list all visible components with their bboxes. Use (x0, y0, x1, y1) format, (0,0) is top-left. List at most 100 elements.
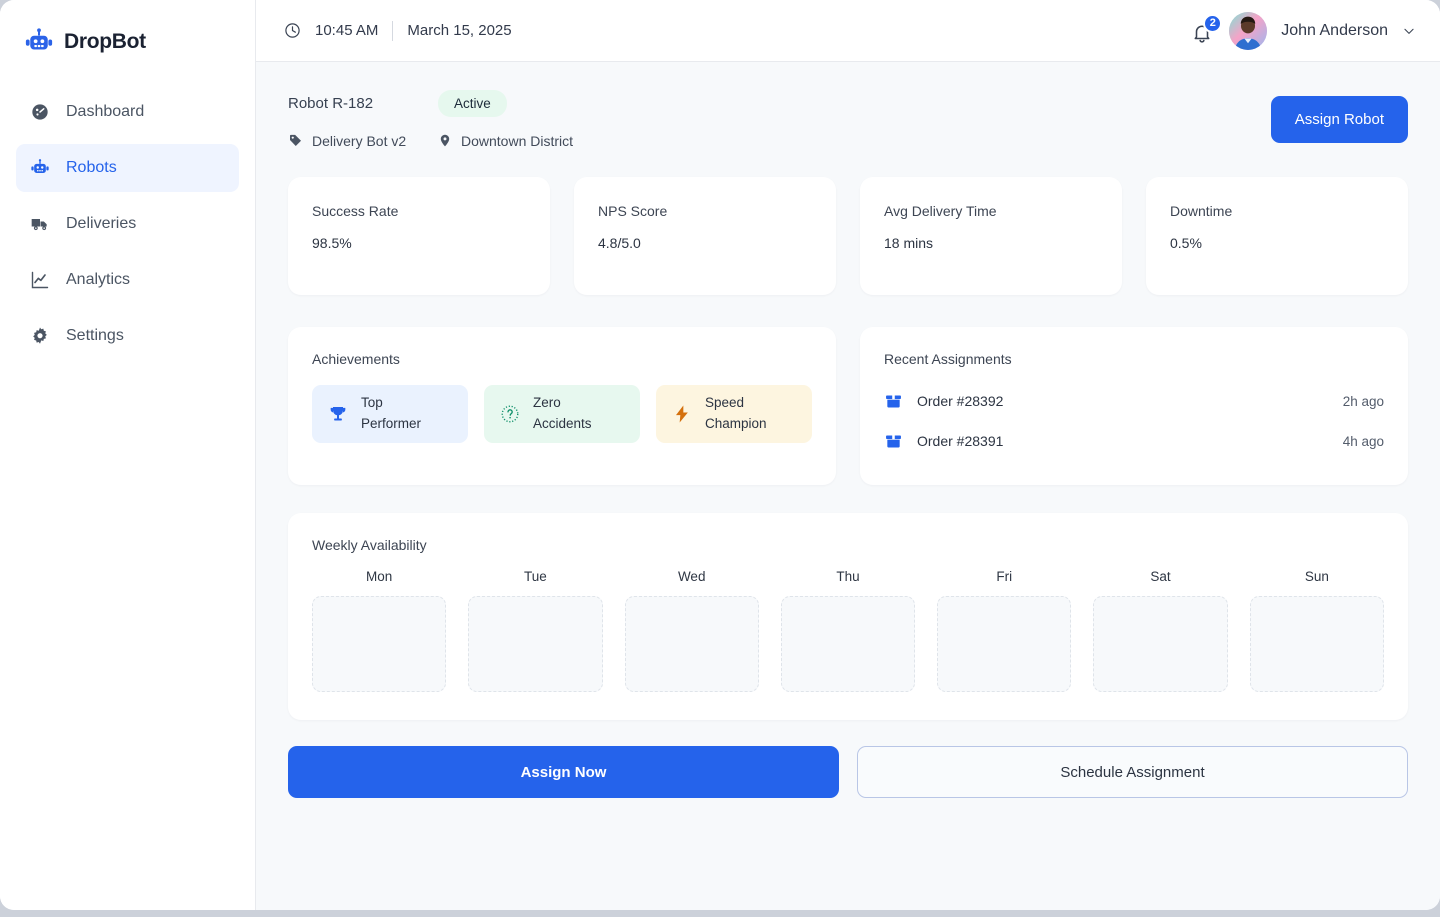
robot-header: Robot R-182 Active Delivery Bot v2 (288, 89, 1408, 149)
brand-name: DropBot (64, 30, 146, 53)
metric-value: 18 mins (884, 235, 934, 251)
package-box-icon (884, 432, 903, 451)
clock-icon (284, 22, 301, 39)
sidebar-item-label: Dashboard (66, 103, 145, 120)
assignment-label: Order #28392 (917, 393, 1004, 409)
sidebar-item-dashboard[interactable]: Dashboard (16, 88, 239, 136)
sidebar-item-robots[interactable]: Robots (16, 144, 239, 192)
topbar: 10:45 AM March 15, 2025 2 (256, 0, 1440, 62)
day-label: Tue (524, 569, 547, 584)
achievement-label: Zero Accidents (533, 395, 592, 431)
metric-label: Downtime (1170, 203, 1233, 219)
assign-now-button[interactable]: Assign Now (288, 746, 839, 798)
middle-row: Achievements Top Performer (288, 327, 1408, 485)
day-label: Wed (677, 569, 706, 584)
map-pin-icon (438, 132, 452, 149)
metric-value: 98.5% (312, 235, 352, 251)
assignment-time: 4h ago (1342, 433, 1384, 449)
panel-title: Recent Assignments (884, 351, 1012, 367)
robot-model: Delivery Bot v2 (288, 133, 438, 149)
achievement-top-performer[interactable]: Top Performer (312, 385, 468, 443)
achievements-panel: Achievements Top Performer (288, 327, 836, 485)
robot-district-label: Downtown District (461, 132, 574, 149)
sidebar-item-settings[interactable]: Settings (16, 312, 239, 360)
sidebar-item-deliveries[interactable]: Deliveries (16, 200, 239, 248)
metric-value: 0.5% (1170, 235, 1202, 251)
status-badge: Active (438, 89, 507, 117)
divider (392, 20, 394, 41)
robot-id: Robot R-182 (288, 94, 374, 112)
metric-label: Avg Delivery Time (884, 203, 997, 219)
day-dropzone[interactable] (937, 596, 1072, 692)
user-name: John Anderson (1281, 21, 1388, 39)
robot-icon (30, 158, 50, 178)
footer-actions: Assign Now Schedule Assignment (288, 746, 1408, 798)
sidebar-item-label: Analytics (66, 271, 131, 288)
sidebar: DropBot Dashboard (0, 0, 256, 910)
recent-assignments-panel: Recent Assignments Order #28392 2h ago (860, 327, 1408, 485)
robot-header-info: Robot R-182 Active Delivery Bot v2 (288, 89, 573, 149)
day-dropzone[interactable] (312, 596, 447, 692)
sidebar-item-label: Deliveries (66, 215, 137, 232)
topbar-left: 10:45 AM March 15, 2025 (284, 20, 512, 41)
gear-icon (30, 326, 50, 346)
sidebar-item-label: Robots (66, 159, 117, 176)
main-area: 10:45 AM March 15, 2025 2 (256, 0, 1440, 910)
robot-district: Downtown District (438, 132, 573, 149)
schedule-assignment-button[interactable]: Schedule Assignment (857, 746, 1408, 798)
achievement-zero-accidents[interactable]: Zero Accidents (484, 385, 640, 443)
panel-title: Weekly Availability (312, 537, 427, 553)
assign-robot-button[interactable]: Assign Robot (1270, 96, 1408, 143)
robot-icon (24, 27, 54, 57)
achievements-list: Top Performer Zero Accidents (288, 367, 836, 471)
day-dropzone[interactable] (468, 596, 603, 692)
sidebar-nav: Dashboard (0, 88, 255, 360)
robot-identity-row: Robot R-182 Active (288, 89, 573, 117)
assignment-time: 2h ago (1342, 393, 1384, 409)
metric-card-nps-score: NPS Score 4.8/5.0 (574, 177, 836, 295)
notifications-button[interactable]: 2 (1191, 13, 1223, 44)
robot-model-label: Delivery Bot v2 (312, 132, 407, 149)
chevron-down-icon[interactable] (1402, 24, 1416, 38)
achievement-label: Top Performer (361, 395, 422, 431)
day-label: Mon (366, 569, 393, 584)
metric-label: NPS Score (598, 203, 668, 219)
question-circle-dashed-icon (500, 404, 520, 424)
current-time: 10:45 AM (315, 22, 379, 39)
current-date: March 15, 2025 (407, 22, 512, 39)
day-label: Fri (996, 569, 1013, 584)
metric-card-success-rate: Success Rate 98.5% (288, 177, 550, 295)
trophy-icon (328, 404, 348, 424)
day-dropzone[interactable] (780, 596, 916, 692)
weekly-availability-panel: Weekly Availability Mon Tue Wed (288, 513, 1408, 720)
package-box-icon (884, 392, 903, 411)
sidebar-item-label: Settings (66, 327, 124, 344)
recent-assignments-list: Order #28392 2h ago Order #28391 4h ago (860, 367, 1408, 485)
day-dropzone[interactable] (1093, 596, 1228, 692)
day-label: Thu (836, 569, 860, 584)
day-column-sat: Sat (1093, 569, 1228, 692)
day-column-thu: Thu (780, 569, 916, 692)
day-dropzone[interactable] (1249, 596, 1384, 692)
metric-card-avg-delivery-time: Avg Delivery Time 18 mins (860, 177, 1122, 295)
brand[interactable]: DropBot (0, 0, 255, 62)
achievement-speed-champion[interactable]: Speed Champion (656, 385, 812, 443)
day-column-sun: Sun (1249, 569, 1384, 692)
day-column-mon: Mon (312, 569, 447, 692)
content: Robot R-182 Active Delivery Bot v2 (256, 62, 1440, 910)
truck-icon (30, 214, 50, 234)
metric-card-downtime: Downtime 0.5% (1146, 177, 1408, 295)
sidebar-item-analytics[interactable]: Analytics (16, 256, 239, 304)
metric-label: Success Rate (312, 203, 399, 219)
list-item[interactable]: Order #28392 2h ago (884, 381, 1384, 421)
list-item[interactable]: Order #28391 4h ago (884, 421, 1384, 461)
avatar[interactable] (1229, 11, 1268, 50)
weekly-availability-grid: Mon Tue Wed Thu (288, 553, 1408, 720)
lightning-bolt-icon (672, 404, 692, 424)
day-label: Sun (1304, 569, 1329, 584)
metrics-row: Success Rate 98.5% NPS Score 4.8/5.0 Avg… (288, 177, 1408, 295)
gauge-icon (30, 102, 50, 122)
day-dropzone[interactable] (624, 596, 759, 692)
robot-meta-row: Delivery Bot v2 Downtown District (288, 132, 573, 149)
